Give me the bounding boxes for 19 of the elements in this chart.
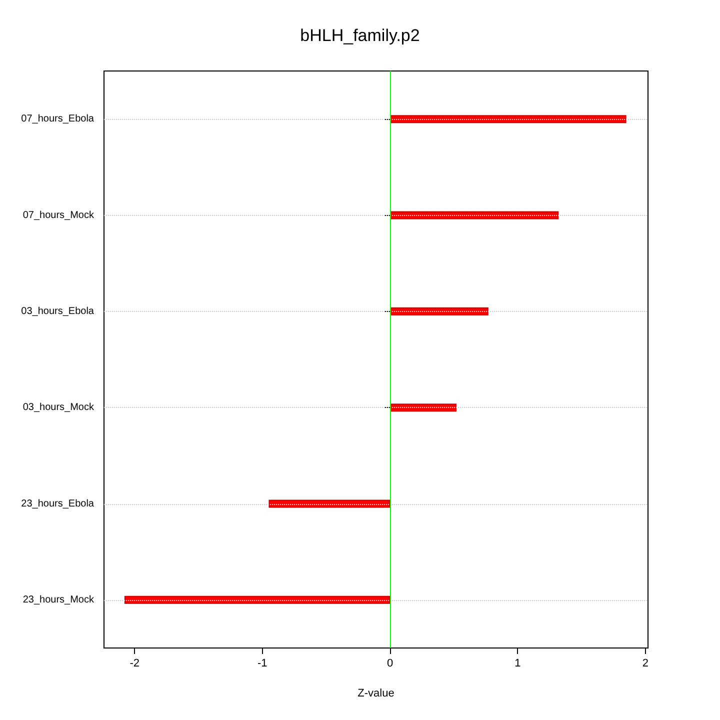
x-tick-label: -1 <box>257 658 268 670</box>
y-tick-label: 03_hours_Ebola <box>21 306 94 317</box>
y-tick-label: 07_hours_Ebola <box>21 114 94 125</box>
y-tick-label: 23_hours_Mock <box>22 594 95 606</box>
x-axis-title: Z-value <box>358 688 394 700</box>
y-tick-label: 07_hours_Mock <box>22 210 95 221</box>
bar <box>268 500 390 508</box>
bar <box>124 596 390 604</box>
bar <box>390 211 559 220</box>
chart-title: bHLH_family.p2 <box>300 26 420 45</box>
y-tick-label: 23_hours_Ebola <box>21 498 94 510</box>
x-tick-label: -2 <box>130 658 140 670</box>
bar <box>390 404 456 412</box>
y-tick-label: 03_hours_Mock <box>22 402 95 414</box>
x-tick-label: 0 <box>386 658 394 670</box>
x-tick-label: 1 <box>514 658 521 670</box>
x-tick-label: 2 <box>642 658 649 670</box>
bar <box>390 307 488 316</box>
bar <box>390 115 626 124</box>
